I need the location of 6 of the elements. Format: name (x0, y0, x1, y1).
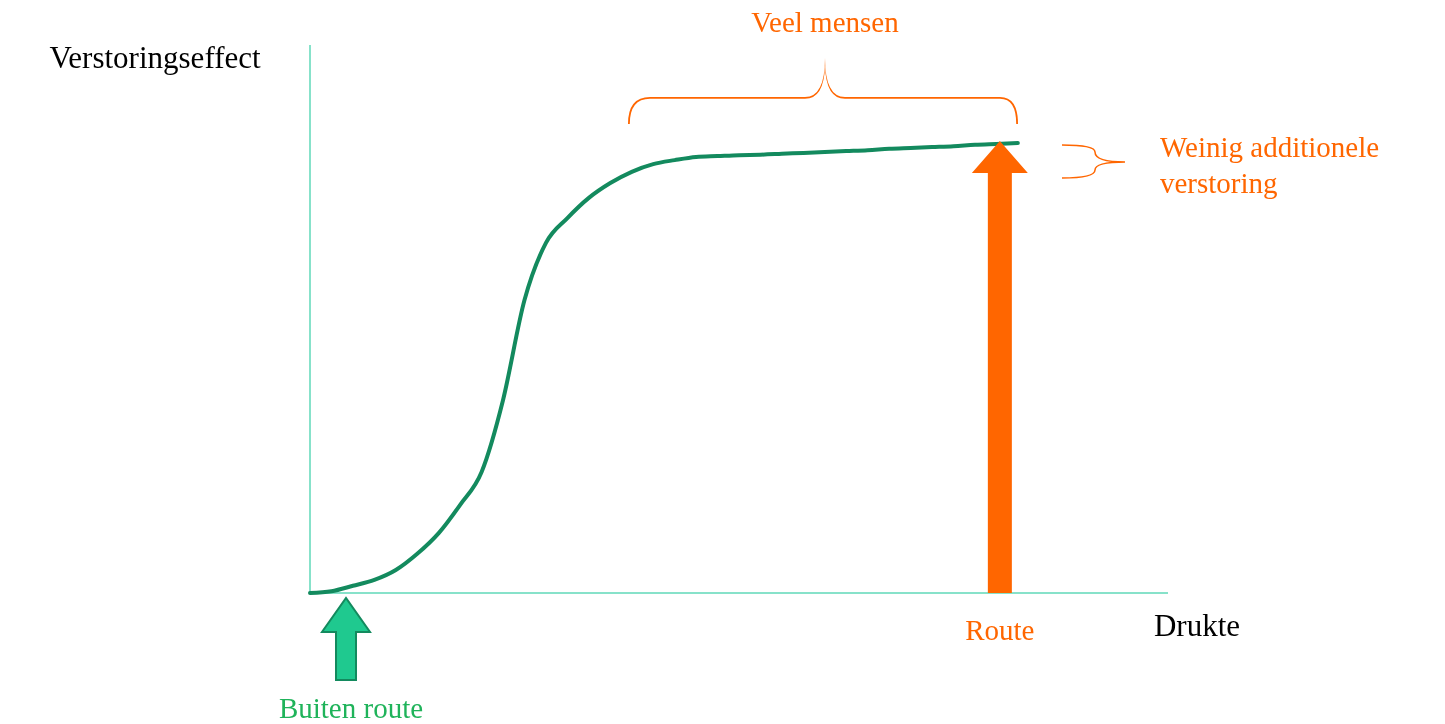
text: Buiten route (278, 692, 424, 724)
x-axis-title: Drukte (1153, 608, 1241, 643)
text: Veel mensen (751, 6, 900, 38)
text: Route (965, 614, 1035, 646)
y-axis-title: Verstoringseffect (49, 40, 261, 75)
annotation: Weinig additionele verstoring (1160, 131, 1380, 199)
